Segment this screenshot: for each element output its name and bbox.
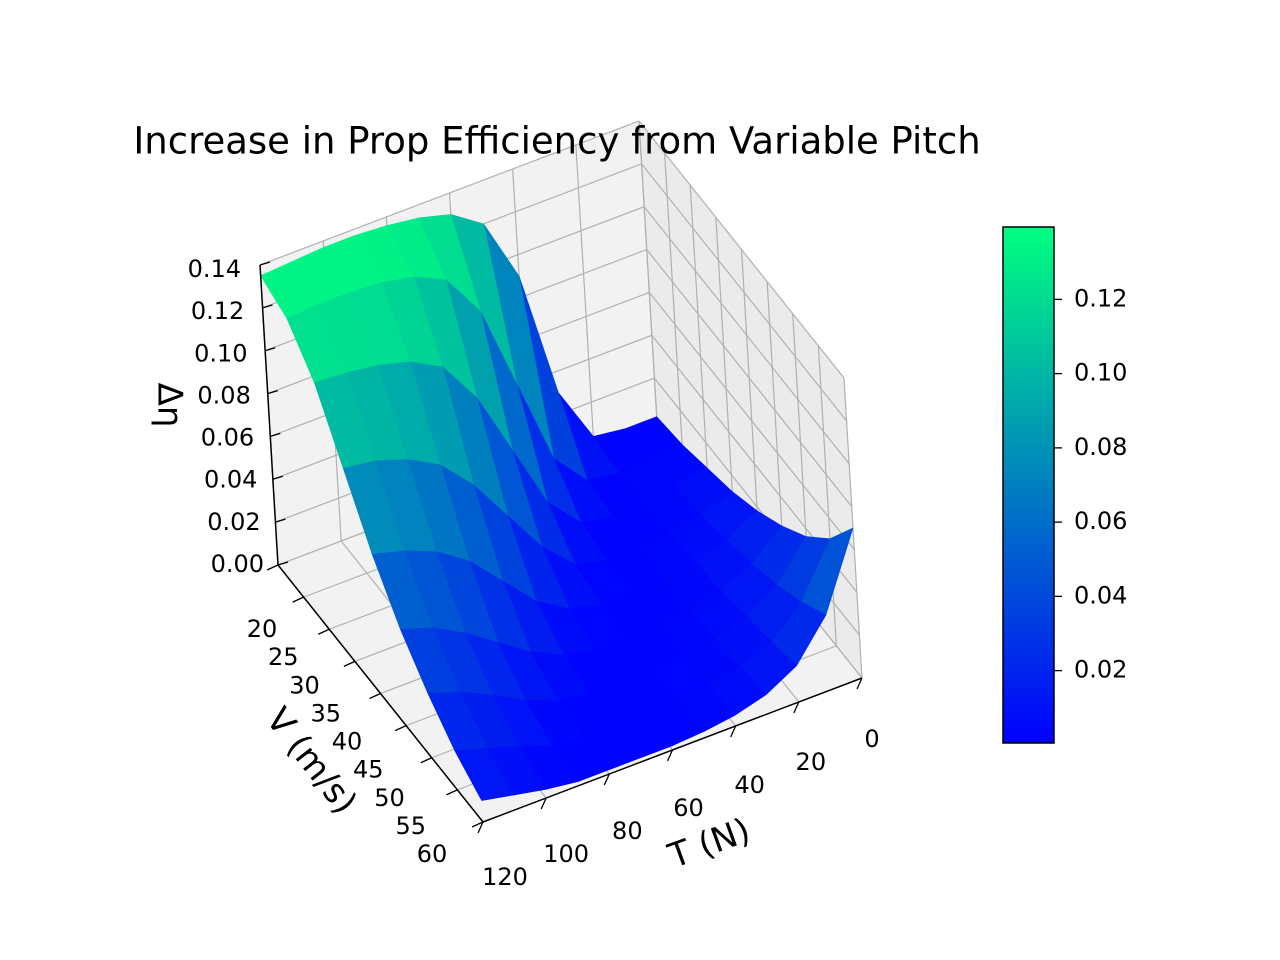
z-tick-label: 0.12	[191, 297, 244, 325]
y-tick	[420, 757, 433, 764]
grid-line	[638, 120, 845, 379]
y-tick	[343, 660, 356, 667]
colorbar-tick-label: 0.02	[1074, 656, 1127, 684]
colorbar-tick-label: 0.04	[1074, 581, 1127, 609]
surface-patch	[454, 747, 515, 801]
z-tick-label: 0.10	[194, 339, 247, 367]
axes: 0204060801001202025303540455055600.000.0…	[188, 255, 880, 891]
y-tick-label: 50	[374, 784, 405, 812]
chart-title: Increase in Prop Efficiency from Variabl…	[133, 120, 980, 163]
y-tick-label: 35	[310, 699, 341, 727]
grid-line	[575, 144, 595, 446]
y-tick-label: 25	[268, 643, 299, 671]
x-tick-label: 80	[612, 817, 643, 845]
surface	[260, 213, 854, 801]
x-tick	[540, 797, 547, 810]
grid-line	[259, 120, 640, 266]
colorbar-tick-label: 0.06	[1074, 507, 1127, 535]
x-tick-label: 60	[673, 794, 704, 822]
y-tick	[317, 628, 330, 635]
x-tick-label: 40	[734, 771, 765, 799]
y-tick	[266, 564, 279, 571]
grid-line	[641, 163, 848, 422]
y-tick-label: 20	[247, 615, 278, 643]
x-tick-label: 120	[482, 863, 528, 891]
z-tick-label: 0.06	[201, 424, 254, 452]
z-axis-label: Δη	[150, 383, 190, 428]
x-axis	[482, 677, 863, 823]
z-tick	[277, 561, 289, 566]
y-tick	[394, 725, 407, 732]
z-axis	[259, 264, 279, 566]
z-tick-label: 0.02	[207, 508, 260, 536]
colorbar-tick-label: 0.08	[1074, 433, 1127, 461]
grid-line	[664, 153, 684, 454]
x-tick-label: 0	[864, 725, 879, 753]
x-tick	[856, 677, 863, 690]
y-tick	[292, 596, 304, 603]
y-tick-label: 30	[289, 671, 320, 699]
grid-line	[817, 345, 837, 646]
grid-line	[740, 249, 761, 550]
grid-line	[648, 292, 855, 550]
grid-line	[643, 206, 850, 465]
x-tick	[666, 749, 674, 762]
y-tick-label: 40	[332, 728, 363, 756]
x-tick	[603, 773, 610, 786]
z-tick-label: 0.08	[197, 381, 250, 409]
z-tick	[264, 347, 276, 352]
z-tick	[267, 389, 278, 395]
z-tick	[259, 261, 271, 266]
y-tick	[471, 821, 484, 828]
z-tick	[270, 432, 281, 438]
y-tick-label: 60	[417, 840, 448, 868]
y-tick-label: 45	[353, 756, 384, 784]
colorbar: 0.02 0.04 0.06 0.08 0.10 0.12	[1002, 226, 1127, 744]
x-tick-label: 100	[543, 840, 589, 868]
grid-line	[646, 249, 853, 507]
x-tick	[793, 701, 800, 714]
y-axis	[277, 564, 484, 823]
z-tick-label: 0.04	[204, 466, 257, 494]
y-tick	[369, 692, 381, 700]
y-tick	[446, 789, 458, 796]
x-tick-label: 20	[796, 748, 827, 776]
x-tick	[730, 725, 737, 738]
grid-line	[689, 185, 709, 486]
x-tick	[477, 821, 484, 834]
colorbar-scale	[1002, 226, 1055, 744]
colorbar-tick-label: 0.10	[1074, 359, 1127, 387]
z-tick-label: 0.00	[211, 550, 264, 578]
grid-line	[638, 120, 658, 422]
grid-line	[715, 217, 735, 518]
y-tick-label: 55	[395, 812, 426, 840]
z-tick-label: 0.14	[188, 255, 241, 283]
colorbar-tick-label: 0.12	[1074, 284, 1127, 312]
z-tick	[275, 518, 286, 523]
z-tick	[262, 304, 273, 309]
z-tick	[272, 475, 284, 480]
